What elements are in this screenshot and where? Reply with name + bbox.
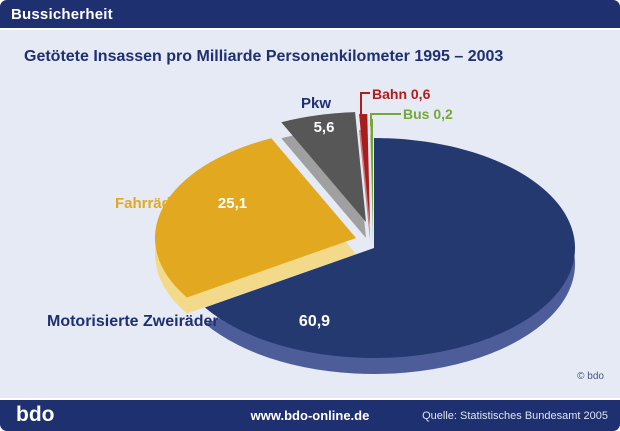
footer-source: Quelle: Statistisches Bundesamt 2005 [422, 410, 608, 422]
callout-line-bus [370, 113, 401, 126]
header-bar: Bussicherheit [0, 0, 620, 30]
bdo-logo: bdo [16, 403, 55, 426]
slice-value-pkw: 5,6 [313, 119, 335, 136]
pie-slice-1 [155, 138, 356, 298]
pie-slice-4 [370, 119, 373, 229]
slice-label-zweiraeder: Motorisierte Zweiräder [47, 313, 219, 330]
footer-url: www.bdo-online.de [250, 408, 370, 423]
slice-value-bus: 0,2 [433, 106, 453, 122]
slice-label-bahn-text: Bahn [372, 86, 407, 102]
slice-value-fahrraeder: 25,1 [217, 195, 248, 212]
callout-line-bahn [360, 92, 370, 121]
slice-label-bus-text: Bus [403, 106, 430, 122]
slice-value-bahn: 0,6 [410, 86, 431, 102]
slice-label-bus: Bus 0,2 [403, 106, 453, 122]
copyright-note: © bdo [577, 371, 604, 382]
pie-slice-2 [281, 112, 366, 222]
pie-slice-3 [359, 114, 370, 224]
slice-label-pkw: Pkw [300, 95, 331, 112]
slice-label-fahrraeder: Fahrräder [114, 195, 185, 212]
page-title: Bussicherheit [11, 5, 113, 23]
pie-slice-0 [204, 138, 575, 358]
chart-title: Getötete Insassen pro Milliarde Personen… [24, 48, 504, 65]
slice-value-zweiraeder: 60,9 [298, 313, 331, 330]
slice-label-bahn: Bahn 0,6 [372, 86, 430, 102]
footer-bar: bdo www.bdo-online.de Quelle: Statistisc… [0, 398, 620, 431]
